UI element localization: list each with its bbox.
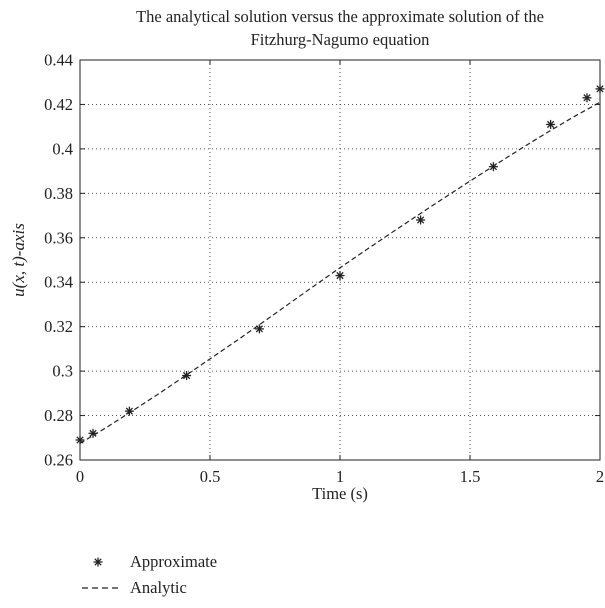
data-point-approximate	[335, 271, 345, 281]
y-tick-label: 0.32	[44, 317, 73, 336]
x-axis-label: Time (s)	[312, 484, 368, 503]
legend: Approximate Analytic	[82, 552, 217, 597]
y-tick-label: 0.28	[44, 406, 73, 425]
axis-ticks: 0 0.5 1 1.5 2 0.26 0.28 0.3 0.32 0.34 0.36 0.38 0.4 0…	[44, 51, 604, 487]
data-point-approximate	[582, 93, 592, 103]
grid	[80, 60, 600, 460]
x-tick-label: 0.5	[200, 467, 221, 486]
y-tick-label: 0.42	[44, 95, 73, 114]
y-tick-label: 0.34	[44, 273, 73, 292]
y-axis-label: u(x, t)-axis	[9, 223, 28, 297]
legend-marker-approximate	[93, 557, 103, 567]
data-point-approximate	[88, 428, 98, 438]
x-tick-label: 2	[596, 467, 604, 486]
y-tick-label: 0.38	[44, 184, 73, 203]
data-point-approximate	[546, 119, 556, 129]
data-point-approximate	[182, 371, 192, 381]
chart-title-line-1: The analytical solution versus the appro…	[136, 7, 544, 26]
y-tick-label: 0.44	[44, 51, 73, 70]
x-tick-label: 1.5	[460, 467, 481, 486]
data-point-approximate	[254, 324, 264, 334]
legend-label: Approximate	[130, 552, 217, 571]
x-tick-label: 0	[76, 467, 84, 486]
data-point-approximate	[124, 406, 134, 416]
y-tick-label: 0.3	[52, 362, 73, 381]
chart-title: The analytical solution versus the appro…	[136, 7, 544, 49]
y-tick-label: 0.26	[44, 451, 73, 470]
y-tick-label: 0.4	[52, 139, 73, 158]
y-tick-label: 0.36	[44, 228, 73, 247]
x-tick-label: 1	[336, 467, 344, 486]
data-point-approximate	[416, 215, 426, 225]
data-point-approximate	[488, 162, 498, 172]
series-line-analytic	[79, 101, 601, 444]
legend-label: Analytic	[130, 578, 187, 597]
chart-title-line-2: Fitzhurg-Nagumo equation	[251, 30, 430, 49]
